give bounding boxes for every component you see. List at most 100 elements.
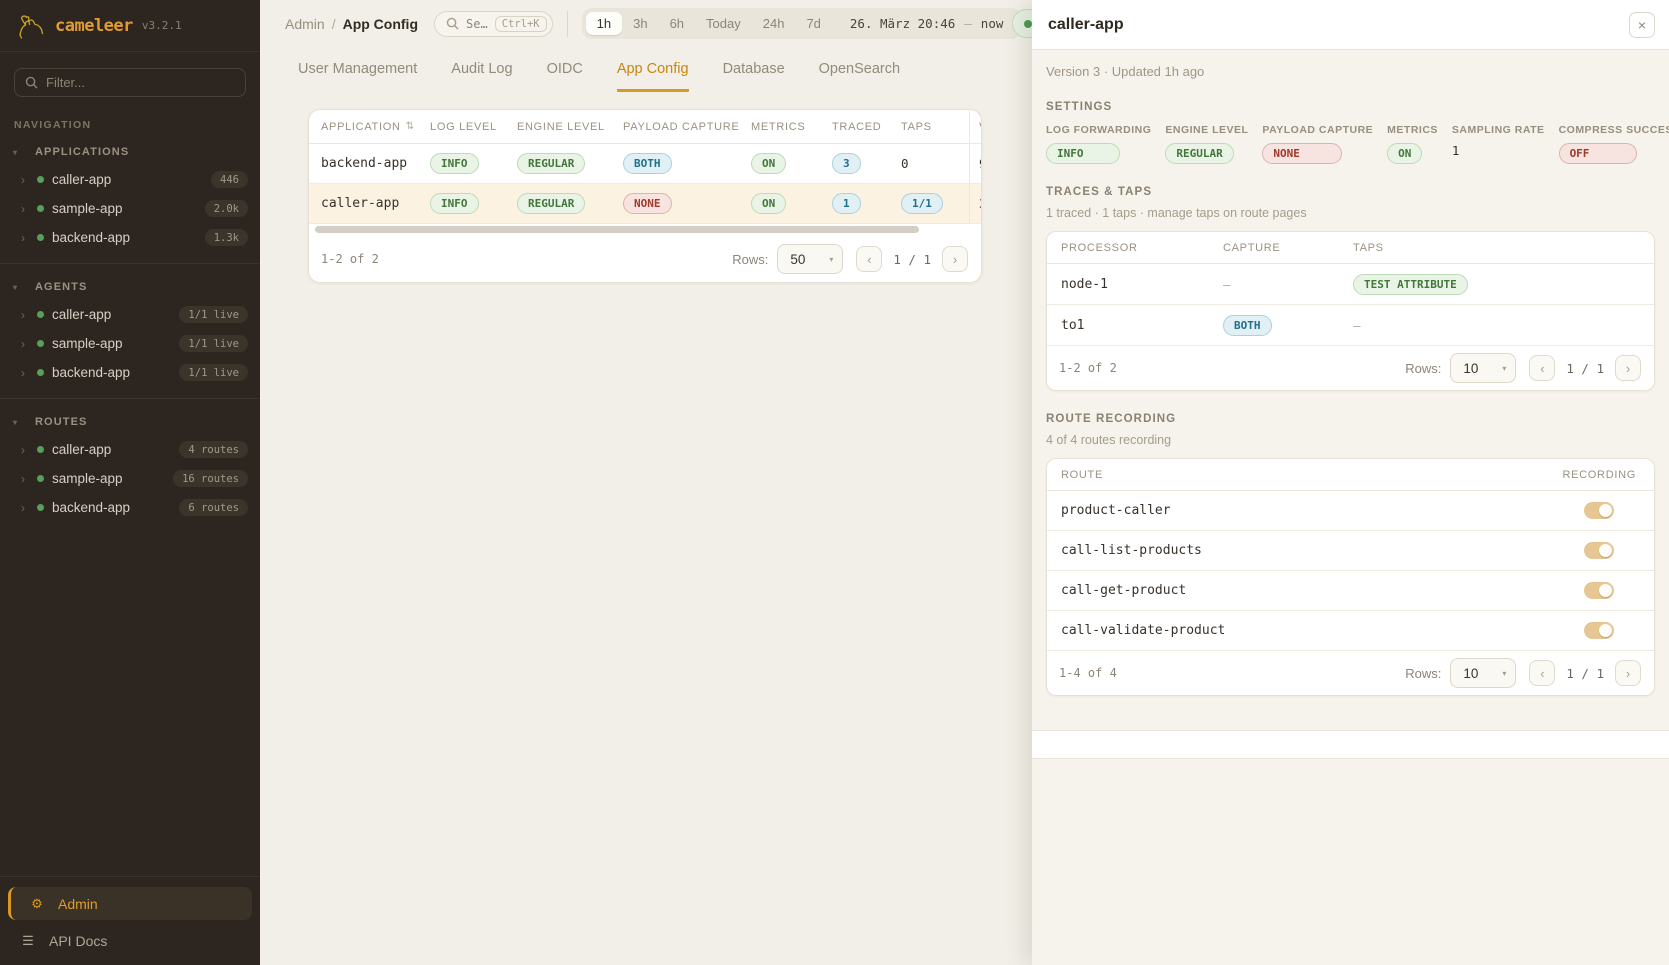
- taps-value: —: [1353, 317, 1361, 333]
- rows-per-page-select[interactable]: 50 ▾: [777, 244, 844, 274]
- sidebar-item-caller-app-routes[interactable]: › caller-app 4 routes: [0, 435, 260, 464]
- engine-level-badge: REGULAR: [1165, 143, 1234, 164]
- search-icon: [25, 76, 38, 89]
- tab-audit-log[interactable]: Audit Log: [451, 61, 513, 77]
- engine-level-badge: REGULAR: [517, 153, 586, 174]
- item-label: backend-app: [52, 365, 131, 380]
- toggle-knob: [1599, 504, 1612, 517]
- sidebar: cameleer v3.2.1 NAVIGATION ▾ APPLICATION…: [0, 0, 260, 965]
- item-label: Admin: [58, 895, 98, 912]
- chevron-right-icon: ›: [21, 201, 25, 216]
- scrollbar-thumb[interactable]: [315, 226, 919, 233]
- gear-icon: ⚙: [31, 895, 43, 911]
- sidebar-item-caller-app[interactable]: › caller-app 446: [0, 165, 260, 194]
- recording-toggle[interactable]: [1584, 622, 1614, 639]
- item-label: backend-app: [52, 500, 131, 515]
- time-range-24h[interactable]: 24h: [762, 16, 785, 31]
- sidebar-section-header-agents[interactable]: ▾ AGENTS: [0, 274, 260, 300]
- traced-badge: 3: [832, 153, 861, 174]
- table-row-backend-app[interactable]: backend-app INFO REGULAR BOTH ON 3 0 9: [309, 144, 981, 184]
- sidebar-item-admin[interactable]: ⚙ Admin: [8, 887, 252, 920]
- app-version: v3.2.1: [141, 19, 182, 32]
- route-row-call-validate-product: call-validate-product: [1047, 611, 1654, 651]
- table-pagination: 1-2 of 2 Rows: 50 ▾ ‹ 1 / 1 ›: [309, 236, 981, 282]
- recording-toggle[interactable]: [1584, 582, 1614, 599]
- column-header-application[interactable]: APPLICATION ⇅: [321, 120, 415, 133]
- version-meta: Version 3 · Updated 1h ago: [1046, 64, 1205, 79]
- sidebar-section-agents: ▾ AGENTS › caller-app 1/1 live › sample-…: [0, 274, 260, 387]
- trace-row-node-1[interactable]: node-1 — TEST ATTRIBUTE: [1047, 264, 1654, 305]
- time-range-7d[interactable]: 7d: [806, 16, 821, 31]
- tab-oidc[interactable]: OIDC: [546, 61, 583, 77]
- sidebar-item-sample-app[interactable]: › sample-app 2.0k: [0, 194, 260, 223]
- breadcrumb-parent[interactable]: Admin: [285, 15, 325, 32]
- search-placeholder: Se…: [466, 16, 488, 31]
- rows-per-page-select[interactable]: 10 ▾: [1450, 353, 1517, 383]
- tab-app-config[interactable]: App Config: [616, 61, 689, 92]
- camel-icon: [19, 15, 44, 39]
- sidebar-section-header-routes[interactable]: ▾ ROUTES: [0, 409, 260, 435]
- time-separator: —: [964, 16, 972, 31]
- sidebar-footer: ⚙ Admin ☰ API Docs: [0, 876, 260, 965]
- sidebar-item-api-docs[interactable]: ☰ API Docs: [8, 924, 252, 957]
- field-log-forwarding: LOG FORWARDING INFO: [1046, 124, 1151, 164]
- sidebar-item-backend-app-agent[interactable]: › backend-app 1/1 live: [0, 358, 260, 387]
- time-range-6h[interactable]: 6h: [669, 16, 685, 31]
- horizontal-scrollbar[interactable]: [309, 224, 981, 236]
- column-header-processor: PROCESSOR: [1061, 241, 1138, 254]
- sidebar-item-sample-app-routes[interactable]: › sample-app 16 routes: [0, 464, 260, 493]
- tab-database[interactable]: Database: [722, 61, 785, 77]
- previous-page-button[interactable]: ‹: [856, 246, 883, 272]
- capture-value: —: [1223, 276, 1231, 292]
- sidebar-item-caller-app-agent[interactable]: › caller-app 1/1 live: [0, 300, 260, 329]
- time-from: 26. März 20:46: [849, 16, 956, 31]
- time-range-3h[interactable]: 3h: [633, 16, 648, 31]
- routes-pagination: 1-4 of 4 Rows: 10 ▾ ‹ 1 / 1 ›: [1047, 651, 1654, 695]
- previous-page-button[interactable]: ‹: [1529, 355, 1556, 381]
- sort-icon[interactable]: ⇅: [405, 121, 415, 132]
- recording-toggle[interactable]: [1584, 542, 1614, 559]
- tab-user-management[interactable]: User Management: [298, 61, 418, 77]
- recording-toggle[interactable]: [1584, 502, 1614, 519]
- table-row-caller-app[interactable]: caller-app INFO REGULAR NONE ON 1 1/1 3: [309, 184, 981, 224]
- column-header-capture: CAPTURE: [1223, 241, 1281, 254]
- traces-table-card: PROCESSOR CAPTURE TAPS node-1 — TEST ATT…: [1046, 231, 1655, 391]
- chevron-right-icon: ›: [21, 307, 25, 322]
- breadcrumb-current: App Config: [342, 15, 418, 32]
- sidebar-section-header-applications[interactable]: ▾ APPLICATIONS: [0, 139, 260, 165]
- field-compress-success: COMPRESS SUCCESS OFF: [1558, 124, 1669, 164]
- time-range-today[interactable]: Today: [706, 16, 741, 31]
- chevron-right-icon: ›: [21, 336, 25, 351]
- time-display[interactable]: 26. März 20:46 — now: [850, 16, 1003, 31]
- item-label: sample-app: [52, 336, 123, 351]
- status-dot-icon: [37, 340, 44, 347]
- close-icon[interactable]: ×: [1629, 11, 1655, 38]
- processor-name: to1: [1061, 317, 1085, 333]
- next-page-button[interactable]: ›: [942, 246, 968, 272]
- previous-page-button[interactable]: ‹: [1529, 660, 1556, 686]
- time-range-1h[interactable]: 1h: [585, 12, 623, 35]
- sidebar-item-backend-app[interactable]: › backend-app 1.3k: [0, 223, 260, 252]
- sidebar-item-backend-app-routes[interactable]: › backend-app 6 routes: [0, 493, 260, 522]
- sidebar-item-sample-app-agent[interactable]: › sample-app 1/1 live: [0, 329, 260, 358]
- next-page-button[interactable]: ›: [1615, 355, 1641, 381]
- tab-opensearch[interactable]: OpenSearch: [818, 61, 901, 77]
- capture-badge: BOTH: [1223, 314, 1272, 336]
- metrics-badge: ON: [751, 193, 787, 214]
- log-level-badge: INFO: [430, 153, 479, 174]
- chevron-down-icon: ▾: [1502, 363, 1507, 373]
- traces-taps-subtext: 1 traced · 1 taps · manage taps on route…: [1046, 206, 1307, 220]
- application-name: caller-app: [321, 196, 400, 211]
- status-dot-icon: [37, 504, 44, 511]
- column-header-log-level: LOG LEVEL: [430, 120, 497, 133]
- engine-level-badge: REGULAR: [517, 193, 586, 214]
- divider: [566, 10, 568, 37]
- global-search[interactable]: Se… Ctrl+K: [434, 10, 553, 37]
- routes-badge: 6 routes: [179, 499, 248, 516]
- app-brand: cameleer: [55, 15, 133, 36]
- sidebar-filter[interactable]: [14, 68, 246, 97]
- filter-input[interactable]: [46, 75, 235, 90]
- rows-per-page-select[interactable]: 10 ▾: [1450, 658, 1517, 688]
- next-page-button[interactable]: ›: [1615, 660, 1641, 686]
- trace-row-to1[interactable]: to1 BOTH —: [1047, 305, 1654, 346]
